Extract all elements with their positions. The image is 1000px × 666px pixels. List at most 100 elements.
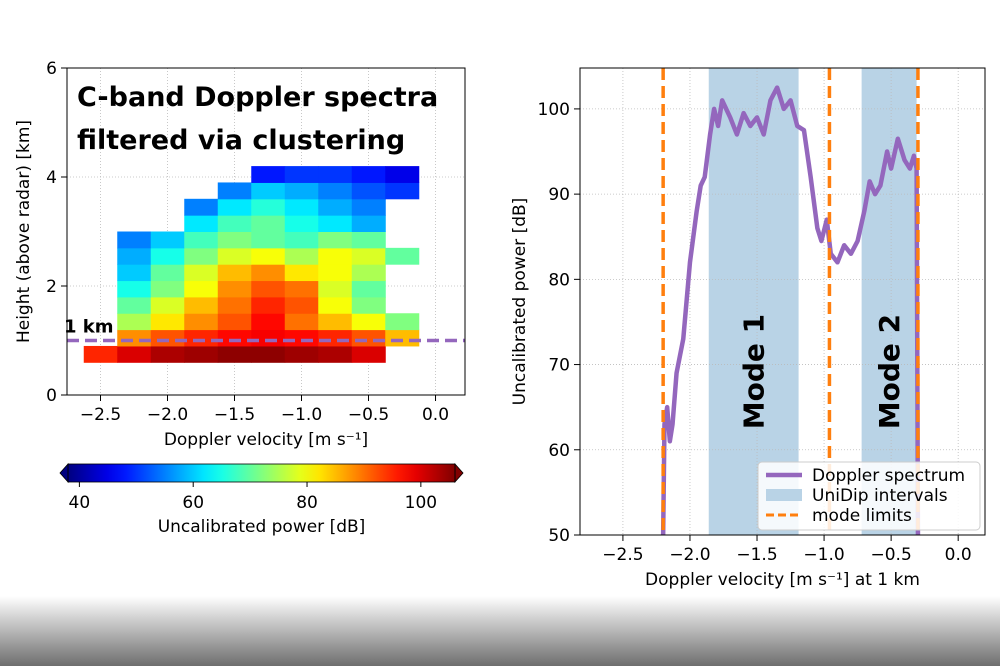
heatmap-cell — [318, 264, 353, 282]
heatmap-cell — [217, 198, 252, 216]
heatmap-cell — [184, 247, 219, 265]
heatmap-cell — [83, 345, 118, 363]
heatmap-cell — [117, 329, 152, 347]
heatmap-cell — [385, 166, 420, 183]
heatmap-cell — [318, 182, 353, 200]
heatmap-cell — [150, 329, 185, 347]
y-tick-label: 50 — [548, 526, 570, 546]
heatmap-cell — [284, 182, 319, 200]
heatmap-cell — [150, 313, 185, 331]
colorbar-tick-label: 100 — [405, 493, 437, 513]
y-tick-label: 2 — [46, 277, 57, 297]
heatmap-cell — [150, 280, 185, 298]
heatmap-cell — [251, 329, 286, 347]
heatmap-cell — [117, 296, 152, 314]
heatmap-cell — [284, 329, 319, 347]
y-tick-label: 6 — [46, 59, 57, 79]
heatmap-cell — [217, 280, 252, 298]
heatmap-cell — [217, 182, 252, 200]
heatmap-cell — [351, 345, 386, 363]
heatmap-cell — [217, 329, 252, 347]
screen-shade — [0, 596, 1000, 666]
x-tick-label: −2.0 — [147, 405, 188, 425]
reference-label: 1 km — [64, 317, 114, 338]
x-tick-label: −1.5 — [214, 405, 255, 425]
colorbar-tick-label: 60 — [182, 493, 204, 513]
legend-swatch — [766, 489, 802, 501]
heatmap — [83, 166, 420, 363]
heatmap-cell — [150, 231, 185, 249]
heatmap-cell — [150, 296, 185, 314]
heatmap-cell — [385, 329, 420, 347]
heatmap-cell — [217, 215, 252, 232]
x-tick-label: −1.0 — [281, 405, 322, 425]
heatmap-cell — [184, 329, 219, 347]
colorbar-frame — [67, 463, 456, 483]
x-tick-label: −0.5 — [348, 405, 389, 425]
interval-label: Mode 1 — [738, 314, 771, 429]
colorbar-label: Uncalibrated power [dB] — [158, 517, 366, 537]
heatmap-cell — [351, 313, 386, 331]
colorbar — [68, 464, 455, 482]
colorbar-tick-label: 40 — [69, 493, 91, 513]
heatmap-cell — [318, 215, 353, 232]
heatmap-cell — [184, 280, 219, 298]
heatmap-cell — [184, 231, 219, 249]
heatmap-cell — [351, 231, 386, 249]
heatmap-cell — [318, 296, 353, 314]
x-tick-label: −1.5 — [736, 545, 777, 565]
heatmap-cell — [251, 215, 286, 232]
heatmap-cell — [351, 247, 386, 265]
heatmap-cell — [351, 329, 386, 347]
legend-label: mode limits — [812, 506, 912, 526]
heatmap-cell — [251, 280, 286, 298]
heatmap-cell — [284, 296, 319, 314]
interval — [708, 68, 799, 535]
colorbar-tick-label: 80 — [296, 493, 318, 513]
heatmap-cell — [351, 215, 386, 232]
heatmap-cell — [251, 264, 286, 282]
heatmap-cell — [251, 198, 286, 216]
heatmap-cell — [351, 166, 386, 183]
heatmap-cell — [117, 313, 152, 331]
heatmap-cell — [150, 247, 185, 265]
y-axis-label: Uncalibrated power [dB] — [510, 198, 530, 406]
y-tick-label: 0 — [46, 386, 57, 406]
x-tick-label: −2.0 — [669, 545, 710, 565]
y-tick-label: 90 — [548, 185, 570, 205]
heatmap-cell — [150, 264, 185, 282]
heatmap-cell — [284, 231, 319, 249]
y-tick-label: 80 — [548, 270, 570, 290]
heatmap-cell — [251, 231, 286, 249]
interval — [861, 68, 917, 535]
heatmap-cell — [284, 264, 319, 282]
heatmap-cell — [318, 166, 353, 183]
heatmap-cell — [251, 313, 286, 331]
heatmap-cell — [251, 166, 286, 183]
colorbar-extend — [59, 462, 69, 484]
heatmap-cell — [385, 313, 420, 331]
heatmap-cell — [318, 345, 353, 363]
heatmap-cell — [251, 296, 286, 314]
heatmap-cell — [184, 215, 219, 232]
heatmap-cell — [284, 247, 319, 265]
plot-area — [660, 68, 921, 535]
heatmap-cell — [385, 182, 420, 200]
x-tick-label: 0.0 — [422, 405, 449, 425]
heatmap-cell — [251, 247, 286, 265]
heatmap-cell — [217, 345, 252, 363]
spectrum-line — [660, 85, 921, 535]
chart-title: C-band Doppler spectra — [77, 82, 438, 113]
x-tick-label: −2.5 — [602, 545, 643, 565]
y-tick-label: 70 — [548, 356, 570, 376]
heatmap-cell — [318, 313, 353, 331]
heatmap-cell — [117, 231, 152, 249]
x-axis-label: Doppler velocity [m s⁻¹] — [164, 430, 368, 450]
heatmap-cell — [284, 313, 319, 331]
x-axis-label: Doppler velocity [m s⁻¹] at 1 km — [645, 570, 920, 590]
heatmap-cell — [351, 182, 386, 200]
heatmap-cell — [351, 198, 386, 216]
legend-label: UniDip intervals — [812, 486, 948, 506]
heatmap-cell — [251, 182, 286, 200]
